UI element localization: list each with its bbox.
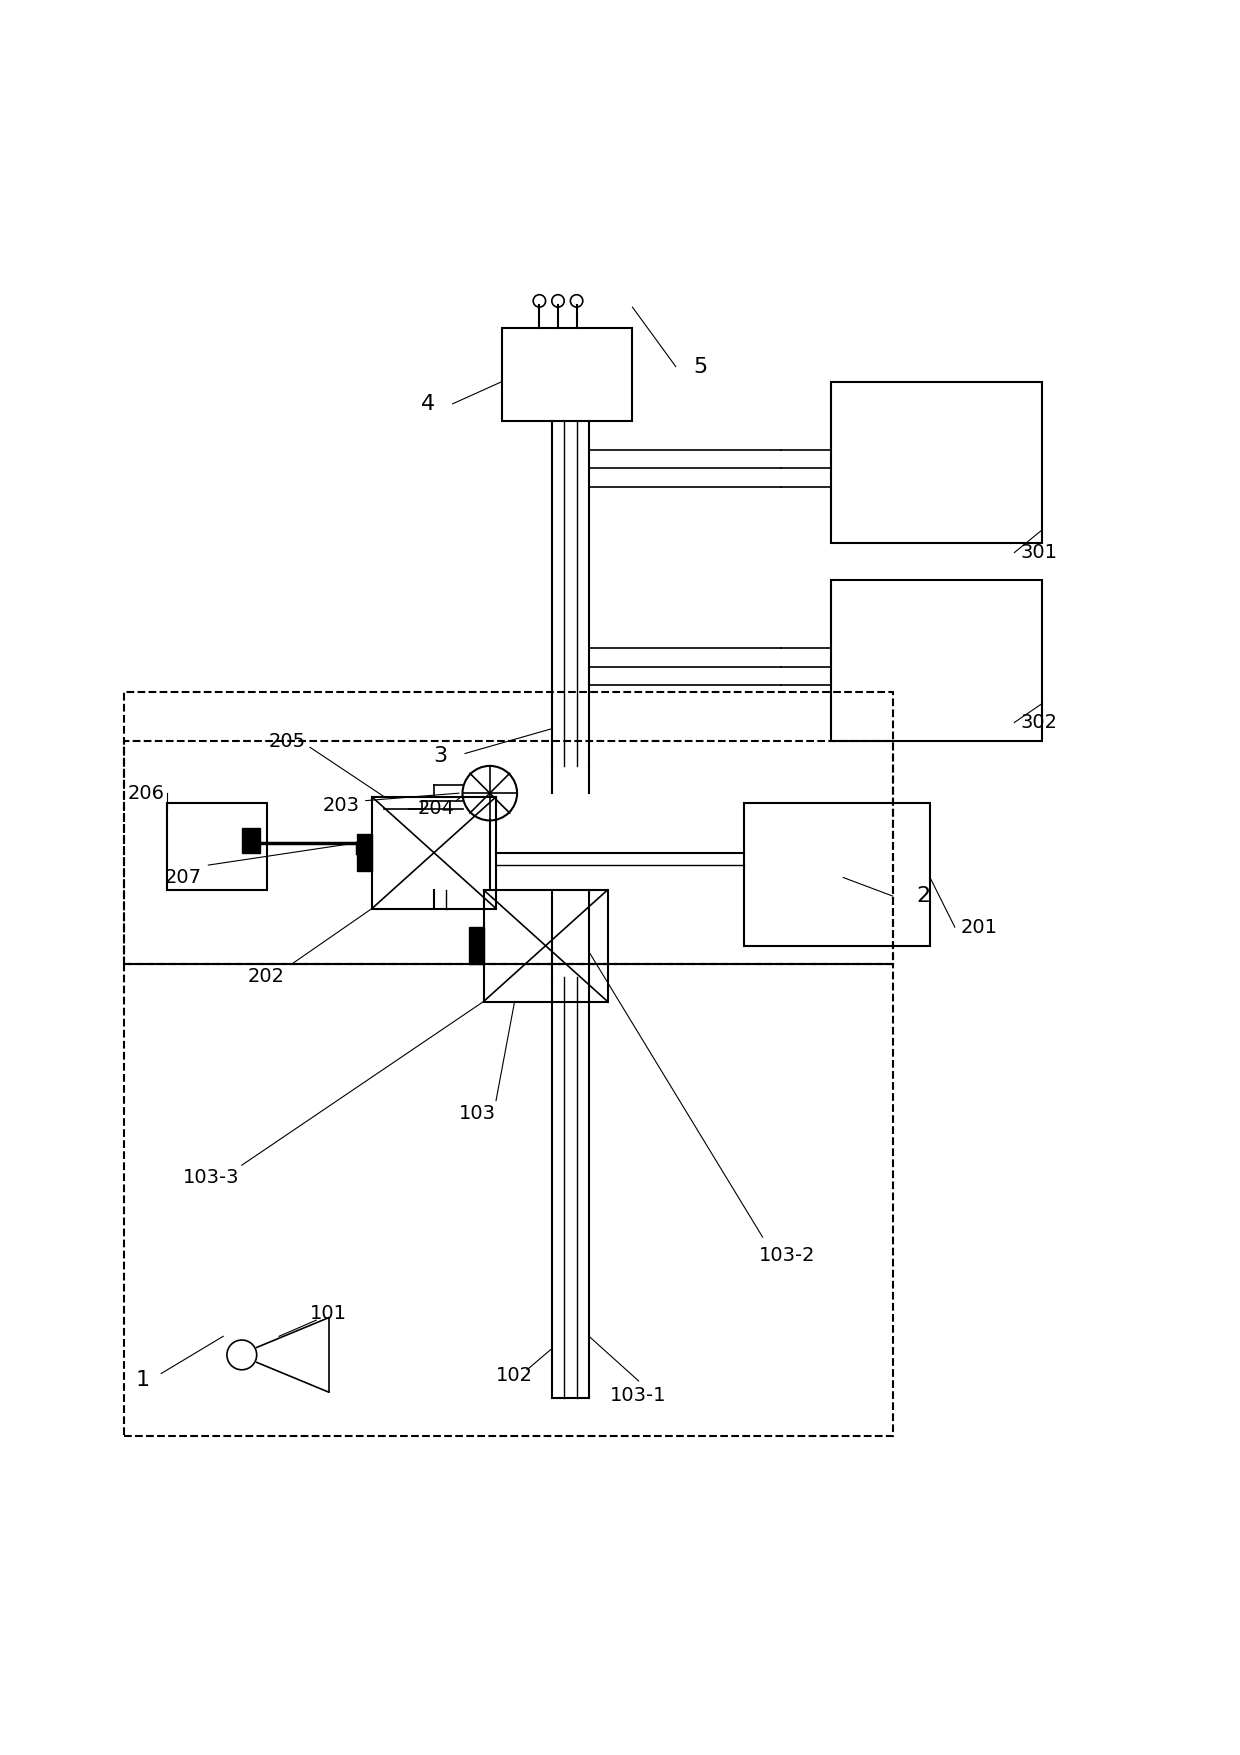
Text: 206: 206 [128,784,165,802]
Bar [831,579,1042,741]
Text: 2: 2 [916,886,931,906]
Text: 203: 203 [322,797,360,814]
Text: 103-3: 103-3 [182,1169,239,1186]
Text: 5: 5 [693,356,708,377]
Bar [124,691,893,963]
Bar [744,804,930,946]
Text: 202: 202 [248,967,285,986]
Text: 205: 205 [269,732,306,751]
Text: 102: 102 [496,1367,533,1385]
Bar [242,828,260,853]
Bar [484,890,608,1002]
Text: 101: 101 [310,1304,347,1323]
Text: 1: 1 [135,1369,150,1390]
Text: 301: 301 [1021,542,1058,562]
Bar [357,834,372,870]
Text: 3: 3 [433,746,448,765]
Text: 207: 207 [165,869,202,886]
Bar [502,328,632,421]
Text: 302: 302 [1021,713,1058,732]
Bar [831,381,1042,542]
Bar [469,927,484,963]
Text: 103: 103 [459,1104,496,1123]
Bar [167,804,267,890]
Text: 204: 204 [418,799,455,818]
Text: 103-2: 103-2 [759,1246,816,1265]
Bar [124,741,893,963]
Bar [124,963,893,1436]
Text: 103-1: 103-1 [610,1386,667,1406]
Bar [372,797,496,909]
Text: 4: 4 [420,393,435,414]
Text: 201: 201 [961,918,998,937]
